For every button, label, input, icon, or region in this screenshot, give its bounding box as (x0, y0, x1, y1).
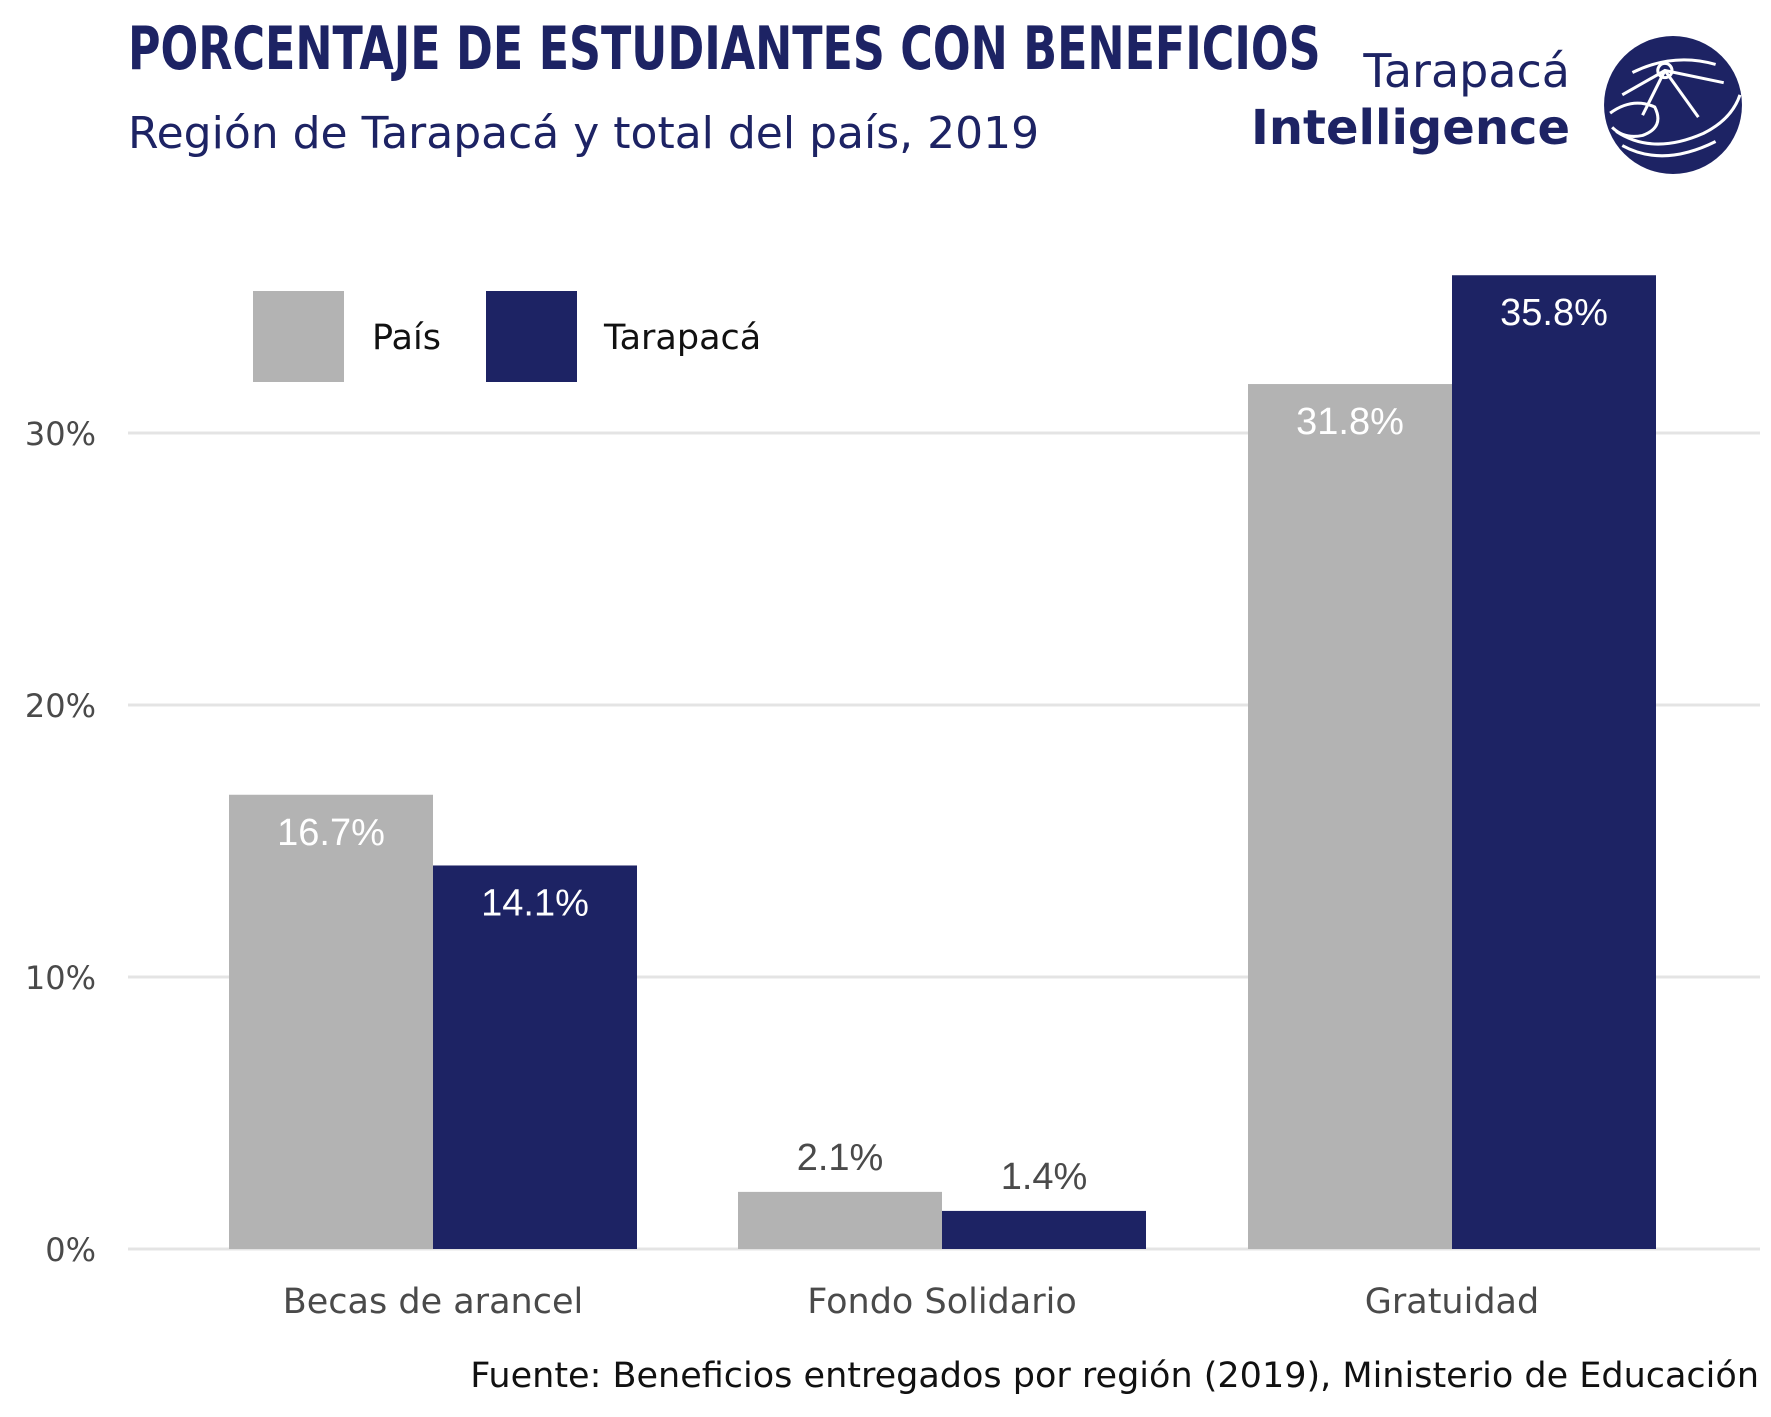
y-tick-label: 30% (25, 415, 96, 453)
bar (942, 1210, 1146, 1249)
bar (229, 794, 433, 1249)
bar (433, 865, 637, 1249)
x-tick-label: Fondo Solidario (807, 1282, 1077, 1322)
data-label: 1.4% (1001, 1156, 1088, 1198)
data-label: 14.1% (481, 882, 589, 924)
data-label: 35.8% (1500, 292, 1608, 334)
y-tick-label: 0% (45, 1231, 96, 1269)
y-tick-label: 10% (25, 959, 96, 997)
logo-line-1: Tarapacá (1363, 44, 1570, 98)
legend-swatch (486, 291, 577, 382)
x-tick-label: Gratuidad (1365, 1282, 1539, 1322)
data-label: 2.1% (797, 1137, 884, 1179)
globe-compass-icon (1604, 36, 1742, 174)
legend-swatch (253, 291, 344, 382)
data-label: 31.8% (1296, 401, 1404, 443)
chart-subtitle: Región de Tarapacá y total del país, 201… (128, 108, 1040, 159)
legend-label: Tarapacá (603, 318, 761, 358)
bar (738, 1191, 942, 1249)
source-note: Fuente: Beneficios entregados por región… (470, 1356, 1759, 1396)
y-tick-label: 20% (25, 687, 96, 725)
brand-logo: Tarapacá Intelligence (1251, 30, 1760, 180)
bar (1452, 275, 1656, 1249)
data-label: 16.7% (277, 812, 385, 854)
legend-label: País (372, 318, 441, 358)
bar (1248, 384, 1452, 1249)
logo-line-2: Intelligence (1251, 100, 1570, 156)
x-tick-label: Becas de arancel (283, 1282, 583, 1322)
chart-title: PORCENTAJE DE ESTUDIANTES CON BENEFICIOS (128, 14, 1321, 84)
